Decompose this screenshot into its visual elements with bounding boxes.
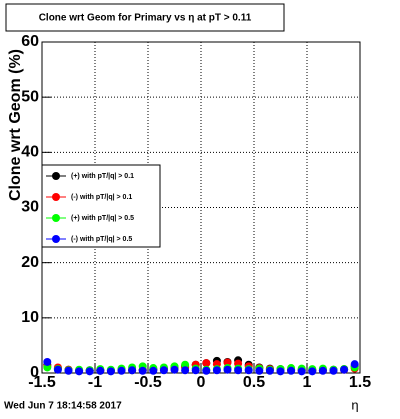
- data-point: [202, 359, 211, 368]
- data-point: [191, 366, 200, 375]
- y-axis-label: Clone wrt Geom (%): [7, 49, 24, 201]
- y-tick-label: 0: [30, 364, 39, 381]
- legend-marker: [52, 214, 60, 222]
- data-point: [43, 363, 52, 372]
- legend-marker: [52, 235, 60, 243]
- data-point: [212, 366, 221, 375]
- x-tick-label: 0.5: [243, 374, 265, 391]
- x-tick-label: 1.5: [349, 374, 371, 391]
- data-point: [53, 365, 62, 374]
- data-point: [117, 366, 126, 375]
- legend-label: (-) with pT/|q| > 0.5: [71, 236, 132, 243]
- data-point: [85, 367, 94, 376]
- x-tick-label: 0: [197, 374, 206, 391]
- data-point: [106, 367, 115, 376]
- data-point: [64, 366, 73, 375]
- data-point: [265, 366, 274, 375]
- footer: Wed Jun 7 18:14:58 2017: [4, 401, 122, 412]
- data-point: [234, 366, 243, 375]
- data-point: [350, 360, 359, 369]
- x-tick-label: -1: [88, 374, 102, 391]
- data-point: [308, 367, 317, 376]
- chart-title: Clone wrt Geom for Primary vs η at pT > …: [39, 13, 252, 24]
- data-point: [223, 365, 232, 374]
- data-point: [138, 366, 147, 375]
- data-point: [255, 366, 264, 375]
- data-point: [128, 366, 137, 375]
- data-point: [75, 367, 84, 376]
- legend-label: (+) with pT/|q| > 0.1: [71, 173, 134, 180]
- data-point: [149, 366, 158, 375]
- x-tick-label: 1: [303, 374, 312, 391]
- data-point: [181, 366, 190, 375]
- data-point: [202, 366, 211, 375]
- data-point: [43, 357, 52, 366]
- y-tick-label: 30: [21, 199, 39, 216]
- y-tick-label: 60: [21, 33, 39, 50]
- data-point: [340, 365, 349, 374]
- x-axis-label: η: [351, 397, 358, 412]
- x-tick-label: -0.5: [134, 374, 162, 391]
- legend-label: (-) with pT/|q| > 0.1: [71, 194, 132, 201]
- legend-label: (+) with pT/|q| > 0.5: [71, 215, 134, 222]
- data-point: [276, 367, 285, 376]
- data-point: [223, 358, 232, 367]
- y-tick-label: 20: [21, 254, 39, 271]
- data-point: [297, 367, 306, 376]
- data-point: [181, 360, 190, 369]
- legend-marker: [52, 193, 60, 201]
- y-tick-label: 40: [21, 144, 39, 161]
- y-tick-label: 10: [21, 309, 39, 326]
- title-box: [5, 3, 285, 32]
- data-point: [170, 365, 179, 374]
- data-point: [244, 366, 253, 375]
- y-tick-label: 50: [21, 88, 39, 105]
- legend-marker: [52, 172, 60, 180]
- data-point: [318, 366, 327, 375]
- data-point: [287, 366, 296, 375]
- data-point: [329, 366, 338, 375]
- legend-box: [41, 164, 161, 248]
- data-point: [96, 366, 105, 375]
- x-tick-label: -1.5: [28, 374, 56, 391]
- data-point: [159, 366, 168, 375]
